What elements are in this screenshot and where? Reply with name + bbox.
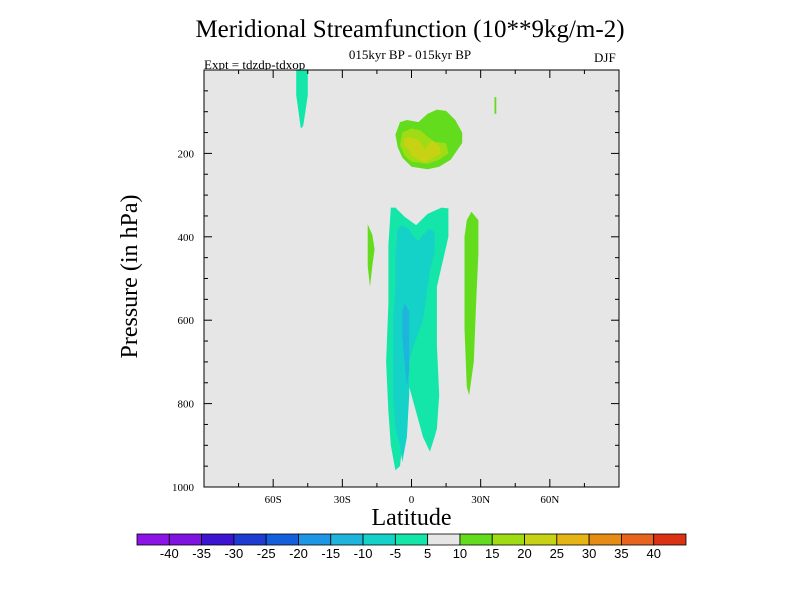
colorbar: -40 -35 -30 -25 -20 -15 -10 -5 5 10 15 20 25 30 35 40 <box>136 533 687 561</box>
axis-ticks: 200 400 600 800 1000 60S 30S 0 30N 60N <box>172 70 619 506</box>
x-tick-label: 30S <box>334 494 351 506</box>
colorbar-box <box>136 533 170 546</box>
contour-southern-cell-core <box>402 303 410 387</box>
colorbar-box <box>588 533 622 546</box>
colorbar-label: -25 <box>257 546 276 561</box>
colorbar-box <box>330 533 364 546</box>
contour-east-band <box>464 211 479 396</box>
colorbar-box <box>265 533 299 546</box>
colorbar-box <box>491 533 525 546</box>
colorbar-box <box>459 533 493 546</box>
colorbar-label: 10 <box>453 546 467 561</box>
y-axis-label: Pressure (in hPa) <box>117 195 143 359</box>
colorbar-label: -20 <box>289 546 308 561</box>
x-tick-label: 60S <box>265 494 282 506</box>
colorbar-label: 40 <box>646 546 660 561</box>
colorbar-box <box>298 533 332 546</box>
colorbar-label: -10 <box>354 546 373 561</box>
colorbar-box <box>394 533 429 546</box>
colorbar-box <box>653 533 687 546</box>
colorbar-box <box>233 533 267 546</box>
colorbar-box <box>556 533 590 546</box>
colorbar-box <box>524 533 558 546</box>
contour-regions <box>296 70 497 471</box>
x-axis-label: Latitude <box>372 505 452 531</box>
colorbar-label: 20 <box>517 546 531 561</box>
colorbar-label: 15 <box>485 546 499 561</box>
colorbar-label: 5 <box>424 546 431 561</box>
contour-west-band <box>367 224 375 287</box>
y-tick-label: 400 <box>178 232 195 244</box>
x-tick-label: 30N <box>471 494 490 506</box>
colorbar-label: -40 <box>160 546 179 561</box>
colorbar-label: 25 <box>550 546 564 561</box>
experiment-label: Expt = tdzdp-tdxop <box>204 57 306 72</box>
x-tick-label: 0 <box>409 494 415 506</box>
season-label: DJF <box>594 50 616 65</box>
colorbar-label: 35 <box>614 546 628 561</box>
colorbar-box <box>621 533 655 546</box>
colorbar-label: -5 <box>390 546 402 561</box>
y-tick-label: 800 <box>178 399 195 411</box>
colorbar-box <box>427 533 461 546</box>
chart-title: Meridional Streamfunction (10**9kg/m-2) <box>195 16 625 43</box>
colorbar-label: -35 <box>192 546 211 561</box>
y-tick-label: 200 <box>178 148 195 160</box>
colorbar-box <box>201 533 235 546</box>
colorbar-label: 30 <box>582 546 596 561</box>
contour-northern-strip <box>296 70 308 129</box>
y-tick-label: 1000 <box>172 482 195 494</box>
contour-thin-line <box>494 97 497 114</box>
y-tick-label: 600 <box>178 315 195 327</box>
colorbar-label: -15 <box>321 546 340 561</box>
colorbar-label: -30 <box>224 546 243 561</box>
colorbar-box <box>168 533 202 546</box>
contour-upper-cell-inner <box>404 136 442 163</box>
contour-southern-cell-inner <box>393 225 435 462</box>
chart-subtitle: 015kyr BP - 015kyr BP <box>348 47 472 62</box>
x-tick-label: 60N <box>540 494 559 506</box>
colorbar-box <box>362 533 396 546</box>
